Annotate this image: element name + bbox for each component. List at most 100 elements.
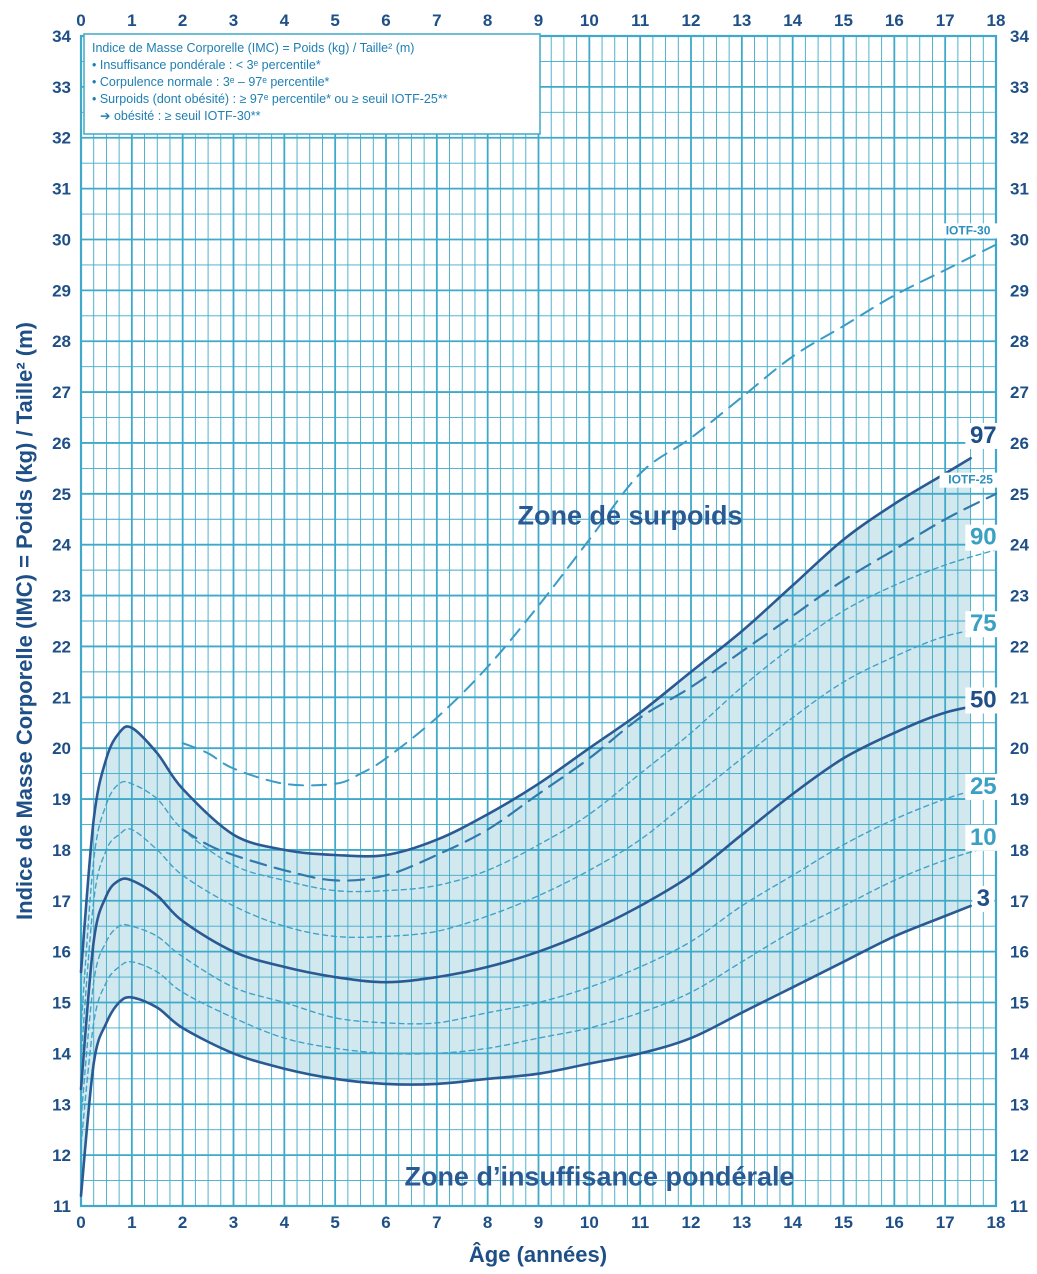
x-tick-label-bottom: 14 [783,1213,802,1232]
x-tick-label-top: 3 [229,11,238,30]
y-tick-label-right: 20 [1010,739,1029,758]
y-tick-label-right: 31 [1010,180,1029,199]
curve-label-bg [965,611,1002,638]
x-tick-label-bottom: 11 [631,1213,649,1232]
x-tick-label-bottom: 1 [127,1213,136,1232]
y-tick-label-right: 19 [1010,790,1029,809]
y-tick-label-left: 17 [52,892,71,911]
x-tick-label-top: 10 [580,11,599,30]
legend-line-underweight: • Insuffisance pondérale : < 3ᵉ percenti… [92,58,321,72]
legend-line-obesity: ➔ obésité : ≥ seuil IOTF-30** [100,109,261,123]
y-tick-label-right: 24 [1010,536,1029,555]
x-tick-label-top: 7 [432,11,441,30]
x-tick-label-bottom: 7 [432,1213,441,1232]
y-axis-label: Indice de Masse Corporelle (IMC) = Poids… [12,322,37,920]
y-tick-label-right: 15 [1010,994,1029,1013]
curve-labels: 97 IOTF-25 90 75 50 25 10 3 IOTF-30 [937,223,1002,912]
y-tick-label-left: 23 [52,587,71,606]
zone-annotations: Zone de surpoids Zone d’insuffisance pond… [404,500,794,1192]
legend-line-formula: Indice de Masse Corporelle (IMC) = Poids… [92,41,414,55]
curve-label-bg [972,885,995,912]
y-tick-label-right: 29 [1010,281,1029,300]
x-tick-label-bottom: 15 [834,1213,853,1232]
y-tick-label-right: 23 [1010,587,1029,606]
y-tick-label-right: 17 [1010,892,1029,911]
curve-label-3: 3 [977,885,990,912]
legend-line-normal: • Corpulence normale : 3ᵉ – 97ᵉ percenti… [92,75,330,89]
y-tick-label-right: 22 [1010,637,1029,656]
x-tick-label-top: 0 [76,11,85,30]
x-tick-label-bottom: 9 [534,1213,543,1232]
series-line-10 [80,844,997,1146]
x-tick-label-bottom: 5 [330,1213,339,1232]
y-tick-label-right: 13 [1010,1095,1029,1114]
y-tick-label-right: 25 [1010,485,1029,504]
y-tick-label-left: 30 [52,230,71,249]
y-tick-label-right: 12 [1010,1146,1029,1165]
y-tick-label-left: 29 [52,281,71,300]
y-tick-label-left: 28 [52,332,71,351]
y-tick-label-right: 32 [1010,129,1029,148]
series-line-iotf-30 [181,243,997,787]
curve-label-bg [965,422,1002,449]
x-tick-label-top: 9 [534,11,543,30]
series-line-50 [79,701,998,1091]
curve-label-bg [965,773,1002,800]
x-tick-label-bottom: 8 [483,1213,492,1232]
y-tick-label-right: 28 [1010,332,1029,351]
curve-label-50: 50 [970,686,997,713]
x-tick-label-bottom: 3 [229,1213,238,1232]
x-tick-label-top: 17 [936,11,955,30]
x-tick-label-bottom: 6 [381,1213,390,1232]
x-tick-label-top: 18 [987,11,1006,30]
y-tick-label-left: 14 [52,1044,71,1063]
y-tick-label-right: 30 [1010,230,1029,249]
y-tick-label-right: 27 [1010,383,1029,402]
y-tick-label-right: 26 [1010,434,1029,453]
y-tick-label-left: 15 [52,994,71,1013]
curve-label-iotf-25: IOTF-25 [948,473,993,487]
y-tick-label-left: 27 [52,383,71,402]
curve-label-bg [937,223,1000,239]
series-line-97 [79,456,972,974]
y-tick-label-left: 18 [52,841,71,860]
y-tick-label-right: 21 [1010,688,1029,707]
y-tick-label-right: 16 [1010,943,1029,962]
y-tick-label-right: 11 [1010,1197,1028,1216]
x-tick-label-bottom: 0 [76,1213,85,1232]
series-line-3 [79,904,972,1198]
x-tick-label-bottom: 18 [987,1213,1006,1232]
curve-label-75: 75 [970,610,997,637]
curve-label-bg [965,524,1002,551]
curve-label-25: 25 [970,773,997,800]
x-tick-label-top: 12 [682,11,701,30]
y-tick-label-left: 20 [52,739,71,758]
x-tick-label-top: 2 [178,11,187,30]
series-lines [79,243,998,1198]
y-tick-label-left: 21 [52,688,71,707]
x-tick-label-bottom: 17 [936,1213,955,1232]
zone-underweight-label: Zone d’insuffisance pondérale [404,1162,794,1192]
y-tick-label-left: 31 [52,180,71,199]
legend-box: Indice de Masse Corporelle (IMC) = Poids… [83,33,541,135]
y-tick-label-left: 22 [52,637,71,656]
curve-label-iotf-30: IOTF-30 [946,223,991,237]
y-tick-label-left: 11 [53,1197,71,1216]
series-line-75 [80,625,997,1060]
x-axis-label: Âge (années) [469,1242,607,1267]
series-line-iotf-25 [181,492,998,882]
legend-line-overweight: • Surpoids (dont obésité) : ≥ 97ᵉ percen… [92,92,448,106]
x-tick-label-bottom: 12 [682,1213,701,1232]
x-tick-label-top: 1 [127,11,136,30]
y-tick-label-right: 34 [1010,27,1029,46]
y-tick-label-left: 16 [52,943,71,962]
curve-label-90: 90 [970,524,997,551]
x-tick-label-bottom: 4 [280,1213,290,1232]
curve-label-bg [965,687,1002,714]
curve-label-bg [965,824,1002,851]
x-tick-label-top: 11 [631,11,649,30]
y-tick-label-left: 24 [52,536,71,555]
curve-label-10: 10 [970,824,997,851]
series-line-90 [80,549,997,1029]
